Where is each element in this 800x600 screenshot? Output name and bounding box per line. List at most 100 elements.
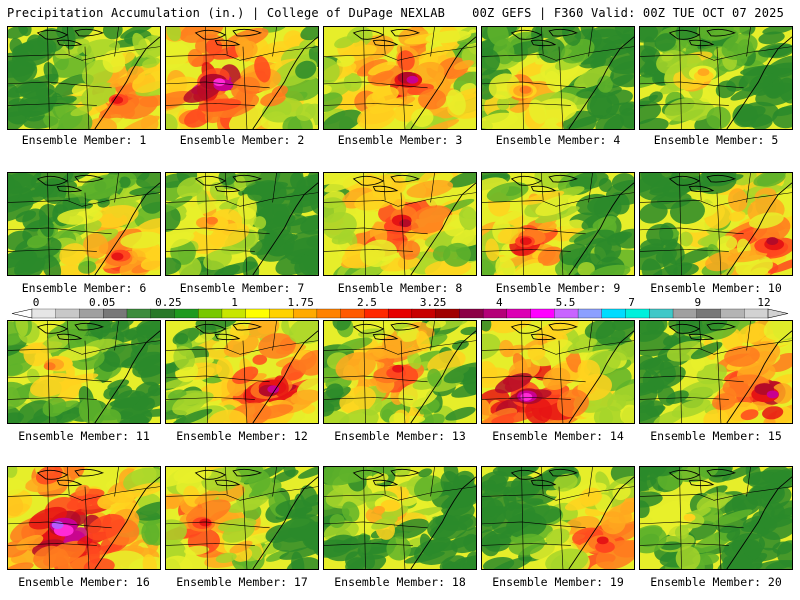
colorbar-swatch bbox=[364, 308, 389, 319]
ensemble-member-label: Ensemble Member: 14 bbox=[492, 429, 624, 443]
colorbar-swatch bbox=[411, 308, 437, 319]
precip-map bbox=[482, 27, 634, 129]
ensemble-member-label: Ensemble Member: 20 bbox=[650, 575, 782, 589]
ensemble-map-panel bbox=[165, 26, 319, 130]
colorbar-tick-label: 5.5 bbox=[556, 296, 576, 309]
colorbar-tick-label: 0 bbox=[33, 296, 40, 309]
ensemble-member-label: Ensemble Member: 8 bbox=[337, 281, 463, 295]
precip-map bbox=[324, 27, 476, 129]
colorbar-tick-label: 12 bbox=[757, 296, 770, 309]
ensemble-member-label: Ensemble Member: 11 bbox=[18, 429, 150, 443]
page-title: Precipitation Accumulation (in.) | Colle… bbox=[7, 6, 446, 20]
ensemble-map-panel bbox=[481, 320, 635, 424]
ensemble-map-panel bbox=[7, 466, 161, 570]
precip-map bbox=[8, 321, 160, 423]
ensemble-member-label: Ensemble Member: 2 bbox=[179, 133, 305, 147]
ensemble-map-panel bbox=[165, 466, 319, 570]
precip-map bbox=[324, 467, 476, 569]
colorbar-swatch bbox=[530, 308, 555, 319]
ensemble-map-panel bbox=[7, 172, 161, 276]
colorbar-swatch bbox=[31, 308, 57, 319]
ensemble-member-label: Ensemble Member: 17 bbox=[176, 575, 308, 589]
ensemble-map-panel bbox=[481, 466, 635, 570]
colorbar-swatch bbox=[269, 308, 294, 319]
ensemble-map-panel bbox=[323, 172, 477, 276]
colorbar-swatch bbox=[744, 308, 769, 319]
colorbar-swatch bbox=[459, 308, 484, 319]
ensemble-member-label: Ensemble Member: 15 bbox=[650, 429, 782, 443]
ensemble-member-label: Ensemble Member: 12 bbox=[176, 429, 308, 443]
precip-map bbox=[166, 467, 318, 569]
colorbar-legend: 0 0.05 0.25 1 1.75 2.5 3.25 4 5.5 7 9 12 bbox=[11, 296, 789, 319]
ensemble-map-panel bbox=[481, 172, 635, 276]
precip-map bbox=[166, 321, 318, 423]
colorbar-swatch bbox=[316, 308, 342, 319]
precip-map bbox=[482, 467, 634, 569]
colorbar-swatch bbox=[696, 308, 721, 319]
run-info: 00Z GEFS | F360 Valid: 00Z TUE OCT 07 20… bbox=[472, 6, 784, 20]
ensemble-map-panel bbox=[323, 26, 477, 130]
precip-map bbox=[8, 467, 160, 569]
colorbar-swatch bbox=[55, 308, 80, 319]
ensemble-member-label: Ensemble Member: 9 bbox=[495, 281, 621, 295]
colorbar-tick-label: 9 bbox=[694, 296, 701, 309]
precip-map bbox=[8, 173, 160, 275]
colorbar-swatch bbox=[506, 308, 532, 319]
ensemble-member-label: Ensemble Member: 4 bbox=[495, 133, 621, 147]
ensemble-map-panel bbox=[639, 172, 793, 276]
ensemble-member-label: Ensemble Member: 7 bbox=[179, 281, 305, 295]
ensemble-map-panel bbox=[7, 26, 161, 130]
ensemble-member-label: Ensemble Member: 18 bbox=[334, 575, 466, 589]
colorbar-swatch bbox=[435, 308, 460, 319]
precip-map bbox=[482, 173, 634, 275]
ensemble-map-panel bbox=[7, 320, 161, 424]
colorbar-swatch bbox=[387, 308, 413, 319]
precip-map bbox=[166, 27, 318, 129]
colorbar-swatch bbox=[103, 308, 128, 319]
ensemble-member-label: Ensemble Member: 19 bbox=[492, 575, 624, 589]
colorbar-tick-label: 2.5 bbox=[357, 296, 377, 309]
ensemble-map-panel bbox=[165, 320, 319, 424]
precip-map bbox=[640, 321, 792, 423]
ensemble-member-label: Ensemble Member: 13 bbox=[334, 429, 466, 443]
colorbar-swatch bbox=[79, 308, 104, 319]
colorbar-min-arrow bbox=[11, 308, 33, 319]
colorbar-swatch bbox=[293, 308, 318, 319]
colorbar-tick-label: 7 bbox=[628, 296, 635, 309]
colorbar-swatch bbox=[126, 308, 152, 319]
precip-map bbox=[482, 321, 634, 423]
colorbar-swatch bbox=[221, 308, 247, 319]
ensemble-map-panel bbox=[639, 320, 793, 424]
colorbar-swatch bbox=[150, 308, 175, 319]
precip-map bbox=[8, 27, 160, 129]
colorbar-swatch bbox=[245, 308, 270, 319]
colorbar-swatch bbox=[340, 308, 365, 319]
colorbar-swatch bbox=[601, 308, 626, 319]
colorbar-tick-label: 1.75 bbox=[287, 296, 314, 309]
colorbar-tick-label: 4 bbox=[496, 296, 503, 309]
colorbar-tick-label: 0.25 bbox=[155, 296, 182, 309]
colorbar-tick-label: 0.05 bbox=[89, 296, 116, 309]
precip-map bbox=[166, 173, 318, 275]
colorbar-swatch bbox=[482, 308, 508, 319]
ensemble-member-label: Ensemble Member: 16 bbox=[18, 575, 150, 589]
ensemble-map-panel bbox=[639, 466, 793, 570]
precip-map bbox=[324, 321, 476, 423]
colorbar-tick-label: 1 bbox=[231, 296, 238, 309]
ensemble-member-label: Ensemble Member: 6 bbox=[21, 281, 147, 295]
ensemble-member-label: Ensemble Member: 1 bbox=[21, 133, 147, 147]
precip-map bbox=[640, 467, 792, 569]
ensemble-member-label: Ensemble Member: 5 bbox=[653, 133, 779, 147]
ensemble-member-label: Ensemble Member: 3 bbox=[337, 133, 463, 147]
ensemble-map-panel bbox=[165, 172, 319, 276]
colorbar-swatch bbox=[198, 308, 223, 319]
colorbar-swatch bbox=[174, 308, 199, 319]
precip-map bbox=[324, 173, 476, 275]
ensemble-map-panel bbox=[323, 466, 477, 570]
ensemble-map-panel bbox=[639, 26, 793, 130]
colorbar-swatch bbox=[720, 308, 745, 319]
colorbar-tick-label: 3.25 bbox=[420, 296, 447, 309]
ensemble-map-panel bbox=[323, 320, 477, 424]
colorbar-swatch bbox=[672, 308, 698, 319]
ensemble-map-panel bbox=[481, 26, 635, 130]
